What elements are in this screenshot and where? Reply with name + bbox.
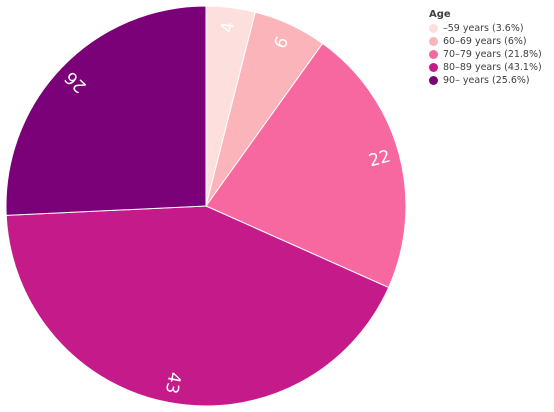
legend-label-1: 60–69 years (6%) — [443, 36, 527, 47]
legend-label-0: –59 years (3.6%) — [443, 23, 524, 34]
pie-slice-label-0: 4 — [218, 21, 239, 34]
legend-item-4: 90– years (25.6%) — [429, 74, 542, 87]
legend-item-3: 80–89 years (43.1%) — [429, 61, 542, 74]
legend-label-4: 90– years (25.6%) — [443, 75, 530, 86]
pie-slice-2 — [205, 42, 407, 289]
pie-slice-4 — [5, 5, 207, 216]
legend-item-1: 60–69 years (6%) — [429, 35, 542, 48]
legend-item-2: 70–79 years (21.8%) — [429, 48, 542, 61]
legend-item-0: –59 years (3.6%) — [429, 22, 542, 35]
legend-swatch-4 — [429, 76, 438, 85]
legend-swatch-3 — [429, 63, 438, 72]
pie-slices — [5, 5, 407, 407]
legend-title: Age — [429, 9, 451, 20]
pie-slice-label-3: 43 — [161, 370, 185, 395]
legend-swatch-0 — [429, 24, 438, 33]
legend-swatch-1 — [429, 37, 438, 46]
legend: Age –59 years (3.6%) 60–69 years (6%) 70–7… — [429, 9, 542, 87]
legend-label-2: 70–79 years (21.8%) — [443, 49, 542, 60]
legend-items: –59 years (3.6%) 60–69 years (6%) 70–79 ye… — [429, 22, 542, 87]
legend-label-3: 80–89 years (43.1%) — [443, 62, 542, 73]
legend-swatch-2 — [429, 50, 438, 59]
pie-slice-3 — [5, 205, 390, 407]
